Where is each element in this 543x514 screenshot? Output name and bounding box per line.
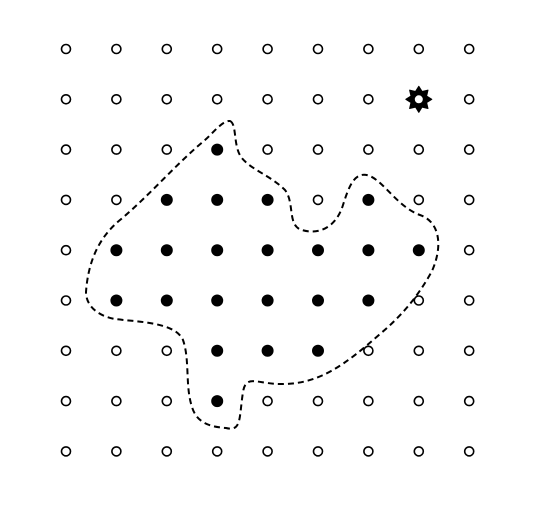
empty-point: [413, 194, 425, 206]
filled-point: [412, 244, 425, 257]
empty-point: [161, 43, 173, 55]
empty-point: [312, 43, 324, 55]
empty-point: [463, 295, 475, 306]
filled-point: [110, 294, 123, 307]
empty-point: [363, 94, 374, 105]
empty-point: [363, 395, 374, 407]
filled-point: [211, 294, 224, 307]
empty-point: [161, 94, 173, 105]
empty-point: [413, 395, 425, 407]
empty-point: [463, 345, 475, 357]
empty-point: [111, 94, 122, 105]
empty-point: [161, 395, 173, 407]
empty-point: [161, 446, 173, 457]
empty-point: [312, 395, 324, 407]
empty-point: [463, 194, 475, 206]
filled-point: [160, 294, 173, 307]
filled-point: [362, 294, 375, 307]
filled-point: [211, 244, 224, 257]
empty-point: [413, 446, 425, 457]
empty-point: [211, 43, 223, 55]
empty-point: [413, 43, 425, 55]
grid-points: [60, 43, 475, 457]
empty-point: [111, 194, 122, 206]
dashed-boundary: [84, 120, 440, 430]
empty-point: [262, 395, 273, 407]
empty-point: [363, 345, 374, 357]
empty-point: [463, 395, 475, 407]
empty-point: [363, 144, 374, 155]
empty-point: [463, 244, 475, 256]
empty-point: [463, 43, 475, 55]
empty-point: [111, 43, 122, 55]
empty-point: [60, 395, 72, 407]
empty-point: [463, 144, 475, 155]
filled-point: [261, 244, 274, 257]
filled-point: [211, 193, 224, 206]
empty-point: [111, 345, 122, 357]
marker-center-hole: [414, 95, 423, 104]
filled-point: [160, 193, 173, 206]
filled-point: [362, 244, 375, 257]
empty-point: [60, 295, 72, 306]
empty-point: [60, 345, 72, 357]
empty-point: [312, 446, 324, 457]
empty-point: [111, 446, 122, 457]
empty-point: [60, 144, 72, 155]
empty-point: [60, 94, 72, 105]
empty-point: [312, 94, 324, 105]
empty-point: [363, 446, 374, 457]
filled-point: [211, 395, 224, 408]
filled-point: [261, 344, 274, 357]
empty-point: [60, 43, 72, 55]
empty-point: [111, 395, 122, 407]
filled-point: [110, 244, 123, 257]
filled-point: [362, 193, 375, 206]
filled-point: [312, 344, 324, 357]
special-marker: [405, 85, 433, 113]
empty-point: [60, 194, 72, 206]
empty-point: [413, 144, 425, 155]
filled-point: [261, 294, 274, 307]
empty-point: [60, 244, 72, 256]
empty-point: [111, 144, 122, 155]
filled-point: [312, 244, 324, 257]
empty-point: [161, 144, 173, 155]
empty-point: [413, 295, 425, 306]
filled-point: [211, 344, 224, 357]
empty-point: [211, 94, 223, 105]
empty-point: [463, 94, 475, 105]
empty-point: [161, 345, 173, 357]
empty-point: [262, 144, 273, 155]
empty-point: [211, 446, 223, 457]
empty-point: [463, 446, 475, 457]
empty-point: [413, 345, 425, 357]
empty-point: [363, 43, 374, 55]
star-gear-icon: [405, 85, 433, 113]
empty-point: [312, 144, 324, 155]
filled-point: [211, 143, 224, 156]
empty-point: [262, 446, 273, 457]
empty-point: [60, 446, 72, 457]
empty-point: [262, 43, 273, 55]
filled-point: [160, 244, 173, 257]
empty-point: [262, 94, 273, 105]
filled-point: [312, 294, 324, 307]
filled-point: [261, 193, 274, 206]
empty-point: [312, 194, 324, 206]
